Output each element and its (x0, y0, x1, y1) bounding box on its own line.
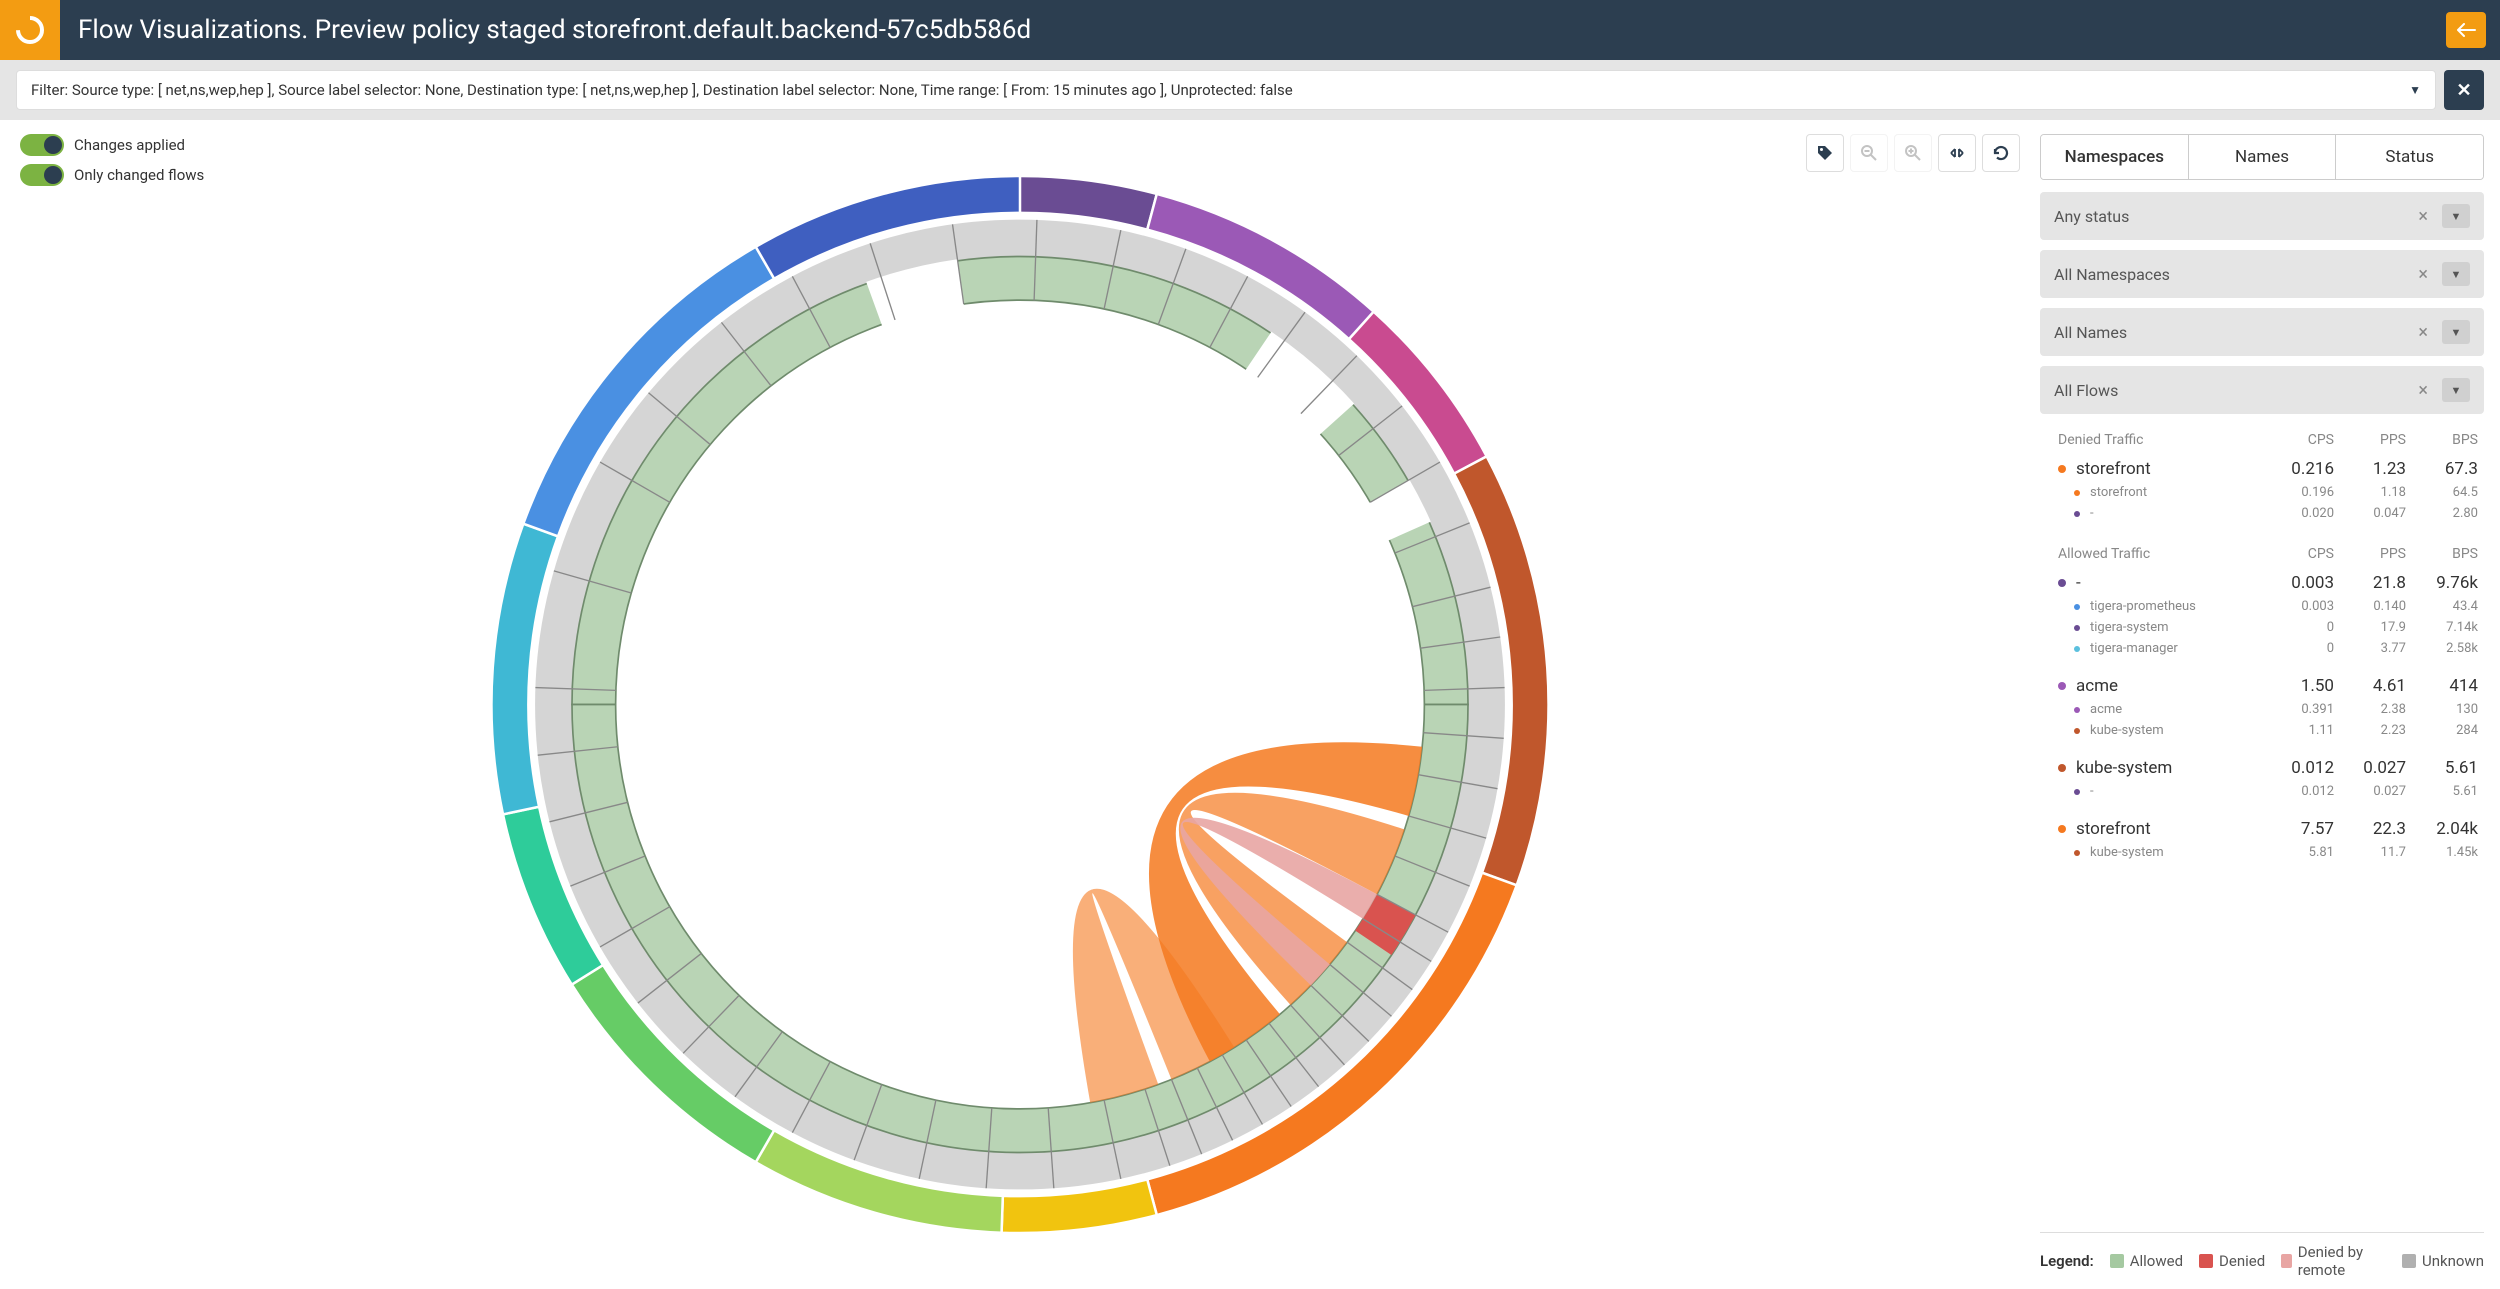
page-title: Flow Visualizations. Preview policy stag… (60, 15, 2446, 45)
chevron-down-icon[interactable]: ▼ (2442, 204, 2470, 228)
zoom-in-button (1894, 134, 1932, 172)
back-button[interactable] (2446, 12, 2486, 48)
chevron-down-icon[interactable]: ▼ (2442, 262, 2470, 286)
tag-button[interactable] (1806, 134, 1844, 172)
clear-filter-button[interactable]: ✕ (2444, 70, 2484, 110)
legend-label: Legend: (2040, 1252, 2094, 1270)
traffic-row[interactable]: tigera-manager03.772.58k (2040, 638, 2478, 659)
traffic-row[interactable]: storefront0.2161.2367.3 (2040, 456, 2478, 482)
filter-text: Filter: Source type: [ net,ns,wep,hep ],… (31, 81, 1293, 99)
toggle-label: Changes applied (74, 136, 185, 154)
traffic-row[interactable]: kube-system0.0120.0275.61 (2040, 755, 2478, 781)
collapse-button[interactable] (1938, 134, 1976, 172)
legend-item: Denied (2199, 1252, 2265, 1270)
changes-applied-toggle[interactable] (20, 134, 64, 156)
legend: Legend: Allowed Denied Denied by remote Unk… (2040, 1232, 2484, 1289)
traffic-row[interactable]: -0.00321.89.76k (2040, 570, 2478, 596)
traffic-row[interactable]: storefront0.1961.1864.5 (2040, 482, 2478, 503)
status-dropdown[interactable]: Any status ×▼ (2040, 192, 2484, 240)
clear-icon[interactable]: × (2418, 206, 2428, 227)
traffic-row[interactable]: acme0.3912.38130 (2040, 699, 2478, 720)
chord-diagram[interactable] (20, 134, 2020, 1275)
names-dropdown[interactable]: All Names ×▼ (2040, 308, 2484, 356)
traffic-row[interactable]: tigera-prometheus0.0030.14043.4 (2040, 596, 2478, 617)
tab-status[interactable]: Status (2336, 135, 2483, 179)
chevron-down-icon[interactable]: ▼ (2442, 320, 2470, 344)
app-logo (0, 0, 60, 60)
traffic-row[interactable]: tigera-system017.97.14k (2040, 617, 2478, 638)
traffic-row[interactable]: kube-system1.112.23284 (2040, 720, 2478, 741)
toggle-label: Only changed flows (74, 166, 204, 184)
traffic-row[interactable]: acme1.504.61414 (2040, 673, 2478, 699)
traffic-row[interactable]: -0.0200.0472.80 (2040, 503, 2478, 524)
clear-icon[interactable]: × (2418, 322, 2428, 343)
traffic-row[interactable]: storefront7.5722.32.04k (2040, 816, 2478, 842)
clear-icon[interactable]: × (2418, 264, 2428, 285)
filter-input[interactable]: Filter: Source type: [ net,ns,wep,hep ],… (16, 70, 2436, 110)
flows-dropdown[interactable]: All Flows ×▼ (2040, 366, 2484, 414)
refresh-button[interactable] (1982, 134, 2020, 172)
namespaces-dropdown[interactable]: All Namespaces ×▼ (2040, 250, 2484, 298)
legend-item: Unknown (2402, 1252, 2484, 1270)
clear-icon[interactable]: × (2418, 380, 2428, 401)
traffic-row[interactable]: -0.0120.0275.61 (2040, 781, 2478, 802)
traffic-row[interactable]: kube-system5.8111.71.45k (2040, 842, 2478, 863)
zoom-out-button (1850, 134, 1888, 172)
chevron-down-icon[interactable]: ▼ (2442, 378, 2470, 402)
view-tabs: Namespaces Names Status (2040, 134, 2484, 180)
tab-namespaces[interactable]: Namespaces (2041, 135, 2189, 179)
chevron-down-icon: ▼ (2409, 83, 2421, 97)
legend-item: Allowed (2110, 1252, 2183, 1270)
traffic-list: Denied TrafficCPSPPSBPSstorefront0.2161.… (2040, 424, 2484, 1232)
legend-item: Denied by remote (2281, 1243, 2386, 1279)
only-changed-toggle[interactable] (20, 164, 64, 186)
tab-names[interactable]: Names (2189, 135, 2337, 179)
